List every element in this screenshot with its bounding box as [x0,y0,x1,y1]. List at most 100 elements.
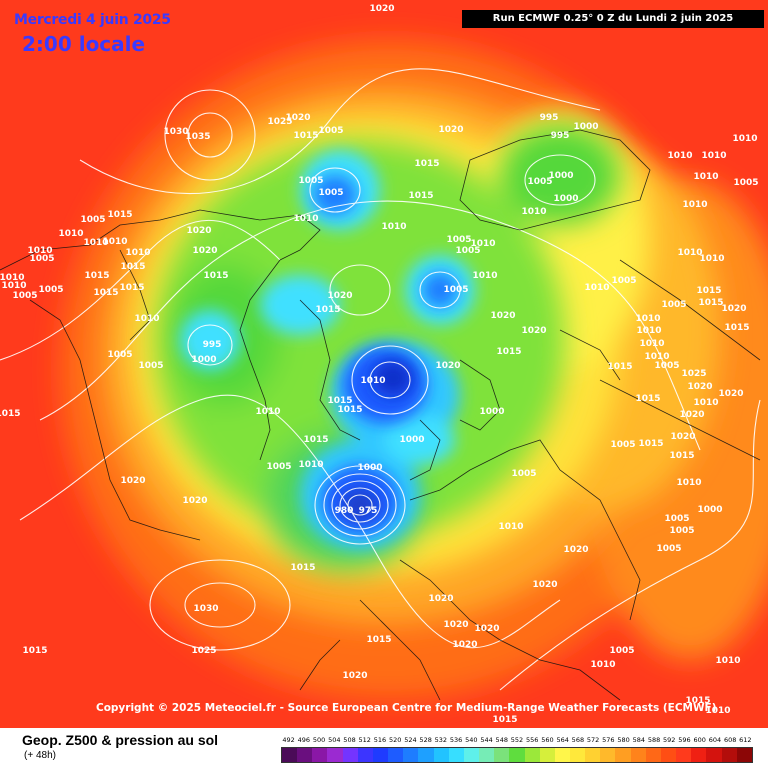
scale-swatch [418,748,434,762]
scale-label: 536 [449,736,463,744]
pressure-label: 1015 [696,286,721,296]
pressure-label: 1020 [192,246,217,256]
pressure-label: 1010 [27,246,52,256]
scale-swatch [630,748,646,762]
scale-label: 556 [526,736,539,744]
scale-label: 504 [328,736,341,744]
pressure-label: 1010 [701,151,726,161]
pressure-label: 1010 [715,656,740,666]
pressure-label: 1000 [191,355,216,365]
pressure-label: 1020 [474,624,499,634]
scale-label: 496 [297,736,311,744]
pressure-label: 1020 [435,361,460,371]
scale-label: 568 [571,736,585,744]
scale-swatch [645,748,661,762]
pressure-label: 1005 [733,178,758,188]
color-scale-bar [281,747,753,763]
scale-swatch [509,748,525,762]
pressure-label: 1015 [119,283,144,293]
scale-label: 516 [373,736,387,744]
scale-swatch [372,748,389,762]
pressure-label: 1020 [721,304,746,314]
pressure-label: 1020 [182,496,207,506]
pressure-label: 1005 [266,462,291,472]
scale-label: 524 [404,736,417,744]
scale-swatch [357,748,373,762]
pressure-label: 1010 [0,273,25,283]
pressure-label: 1020 [443,620,468,630]
isobar-lines [0,68,761,691]
pressure-label: 1005 [609,646,634,656]
pressure-label: 1030 [163,127,188,137]
pressure-label: 1015 [93,288,118,298]
pressure-label: 1020 [186,226,211,236]
pressure-label: 1005 [669,526,694,536]
scale-swatch [312,748,328,762]
geopotential-deep-cores [342,360,413,521]
pressure-label: 1020 [532,580,557,590]
pressure-label: 1005 [107,350,132,360]
pressure-label: 1005 [29,254,54,264]
pressure-label: 1015 [414,159,439,169]
pressure-label: 975 [359,506,378,516]
scale-swatch [448,748,464,762]
pressure-label: 1010 [590,660,615,670]
model-run-info: Run ECMWF 0.25° 0 Z du Lundi 2 juin 2025 [462,10,764,28]
pressure-label: 1010 [102,237,127,247]
pressure-label: 1015 [84,271,109,281]
pressure-label: 1010 [134,314,159,324]
pressure-label: 1015 [293,131,318,141]
pressure-label: 1020 [563,545,588,555]
pressure-label: 1020 [521,326,546,336]
color-scale-labels: 492 496 500 504 508 512 516 520 524 528 532 536 540 5… [281,736,753,746]
pressure-label: 1020 [679,410,704,420]
pressure-label: 1010 [360,376,385,386]
scale-swatch [494,748,510,762]
pressure-label: 1005 [664,514,689,524]
pressure-label: 1010 [498,522,523,532]
pressure-label: 1005 [527,177,552,187]
pressure-label: 1010 [298,460,323,470]
pressure-label: 1010 [699,254,724,264]
pressure-label: 1020 [687,382,712,392]
pressure-label: 995 [540,113,559,123]
scale-label: 576 [602,736,615,744]
scale-label: 512 [358,736,371,744]
scale-label: 500 [312,736,326,744]
pressure-label: 1010 [639,339,664,349]
pressure-label: 1015 [408,191,433,201]
pressure-label: 1010 [470,239,495,249]
pressure-label: 1020 [452,640,477,650]
pressure-label: 1005 [443,285,468,295]
pressure-label: 1005 [12,291,37,301]
pressure-label: 1005 [80,215,105,225]
pressure-label: 1000 [548,171,573,181]
scale-label: 592 [663,736,676,744]
scale-label: 572 [586,736,600,744]
pressure-label: 1015 [22,646,47,656]
scale-swatch [282,748,298,762]
pressure-label: 1005 [318,126,343,136]
scale-swatch [524,748,540,762]
pressure-label: 1025 [191,646,216,656]
pressure-label: 1000 [479,407,504,417]
pressure-label: 1005 [511,469,536,479]
scale-swatch [600,748,616,762]
pressure-label: 1005 [318,188,343,198]
pressure-label: 1010 [682,200,707,210]
pressure-label: 1015 [635,394,660,404]
pressure-label: 1010 [693,172,718,182]
scale-label: 596 [678,736,691,744]
pressure-label: 1005 [38,285,63,295]
legend-footer: Geop. Z500 & pression au sol (+ 48h) 492… [0,728,768,768]
scale-swatch [691,748,707,762]
pressure-label: 1035 [185,132,210,142]
pressure-label: 1005 [455,246,480,256]
pressure-label: 1005 [138,361,163,371]
pressure-label: 1015 [120,262,145,272]
pressure-label: 1010 [255,407,280,417]
scale-label: 508 [343,736,356,744]
pressure-label: 1010 [125,248,150,258]
pressure-label: 1030 [193,604,218,614]
